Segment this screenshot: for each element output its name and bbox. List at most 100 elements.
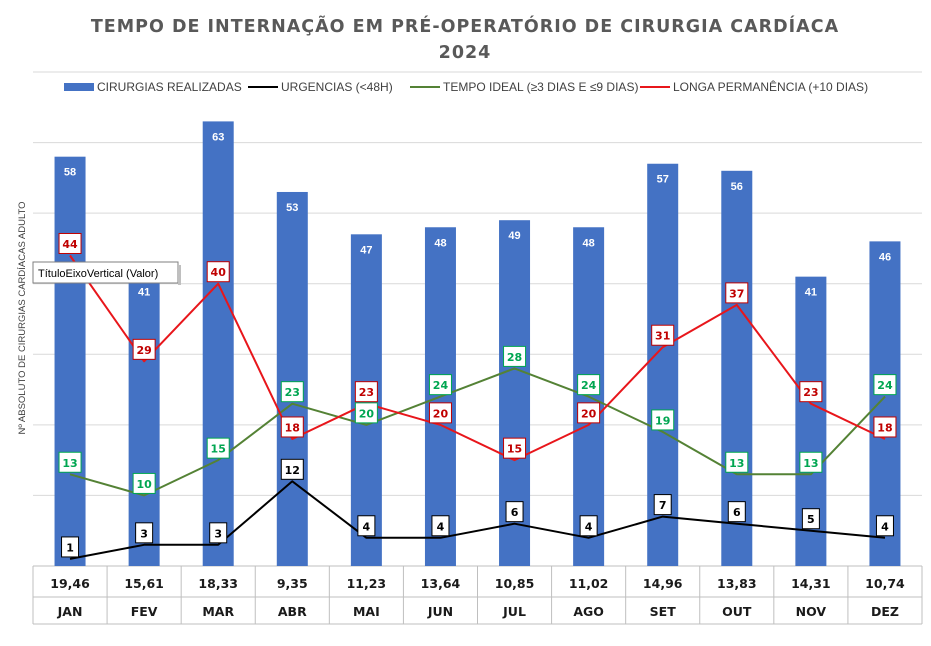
tooltip-text: TítuloEixoVertical (Valor) bbox=[38, 268, 158, 280]
legend-label: LONGA PERMANÊNCIA (+10 DIAS) bbox=[673, 79, 868, 94]
point-label-box bbox=[875, 515, 894, 537]
point-label-box bbox=[206, 261, 230, 283]
y-axis-title: Nº ABSOLUTO DE CIRURGIAS CARDÍACAS ADULT… bbox=[17, 201, 28, 434]
point-label-box bbox=[579, 515, 598, 537]
point-label-box bbox=[577, 374, 601, 396]
point-label: 29 bbox=[132, 338, 156, 360]
table-value-cell: 9,35 bbox=[277, 576, 308, 591]
point-label: 19 bbox=[651, 409, 675, 431]
point-label-box bbox=[132, 472, 156, 494]
point-label-value: 1 bbox=[66, 541, 74, 554]
point-label: 5 bbox=[801, 508, 820, 530]
legend: CIRURGIAS REALIZADAS URGENCIAS (<48H) TEMP… bbox=[64, 79, 868, 94]
point-label-box bbox=[206, 437, 230, 459]
point-label-box bbox=[801, 508, 820, 530]
point-label-value: 12 bbox=[285, 464, 300, 477]
legend-label: URGENCIAS (<48H) bbox=[281, 80, 393, 94]
point-label-value: 13 bbox=[729, 457, 744, 470]
point-label-value: 20 bbox=[433, 407, 449, 420]
point-label: 13 bbox=[725, 451, 749, 473]
category-table: 19,46 15,61 18,33 9,35 11,23 13,64 10,85 11,02 1… bbox=[32, 566, 923, 625]
table-value-cell: 13,83 bbox=[717, 576, 757, 591]
point-label: 4 bbox=[579, 515, 598, 537]
bar-value-label: 47 bbox=[360, 244, 372, 256]
point-label-box bbox=[799, 381, 823, 403]
point-label-value: 7 bbox=[659, 499, 667, 512]
legend-label: CIRURGIAS REALIZADAS bbox=[97, 80, 242, 94]
point-label-box bbox=[577, 402, 601, 424]
x-tick-label: FEV bbox=[131, 604, 158, 619]
point-label-value: 19 bbox=[655, 414, 670, 427]
point-label: 4 bbox=[875, 515, 894, 537]
point-label-box bbox=[357, 515, 376, 537]
point-label-value: 29 bbox=[136, 344, 151, 357]
point-label-value: 4 bbox=[363, 520, 371, 533]
x-tick-label: MAR bbox=[202, 604, 234, 619]
axis-title-tooltip: TítuloEixoVertical (Valor) bbox=[32, 261, 181, 285]
point-label-value: 15 bbox=[507, 443, 522, 456]
point-label-box bbox=[132, 338, 156, 360]
point-label-box bbox=[280, 381, 304, 403]
point-label-value: 4 bbox=[437, 520, 445, 533]
point-label-box bbox=[503, 437, 527, 459]
bar-value-label: 57 bbox=[657, 174, 669, 186]
point-label: 13 bbox=[58, 451, 82, 473]
x-tick-label: NOV bbox=[796, 604, 827, 619]
bar-value-label: 41 bbox=[805, 287, 817, 299]
bar-value-label: 48 bbox=[583, 237, 595, 249]
point-label-box bbox=[725, 282, 749, 304]
point-label-box bbox=[799, 451, 823, 473]
bar-series bbox=[54, 121, 901, 567]
point-label: 18 bbox=[280, 416, 304, 438]
point-label-value: 18 bbox=[877, 421, 892, 434]
bar-value-label: 41 bbox=[138, 287, 150, 299]
point-label-box bbox=[431, 515, 450, 537]
point-label: 28 bbox=[503, 345, 527, 367]
point-label: 18 bbox=[873, 416, 897, 438]
table-value-cell: 10,74 bbox=[865, 576, 905, 591]
point-label-value: 37 bbox=[729, 287, 744, 300]
chart-title: TEMPO DE INTERNAÇÃO EM PRÉ-OPERATÓRIO DE… bbox=[91, 14, 839, 37]
point-label: 15 bbox=[503, 437, 527, 459]
point-label-box bbox=[873, 374, 897, 396]
table-value-cell: 18,33 bbox=[198, 576, 238, 591]
point-label-box bbox=[653, 494, 672, 516]
point-label: 6 bbox=[727, 501, 746, 523]
point-label-value: 23 bbox=[285, 386, 300, 399]
point-label: 13 bbox=[799, 451, 823, 473]
bar-value-label: 53 bbox=[286, 202, 298, 214]
point-label-value: 4 bbox=[585, 520, 593, 533]
point-label-value: 23 bbox=[359, 386, 374, 399]
bar-value-label: 58 bbox=[64, 167, 76, 179]
bar bbox=[276, 191, 308, 566]
legend-bar-swatch bbox=[64, 83, 94, 91]
point-label: 20 bbox=[428, 402, 452, 424]
point-label-value: 20 bbox=[581, 407, 597, 420]
point-label: 37 bbox=[725, 282, 749, 304]
x-tick-label: MAI bbox=[353, 604, 380, 619]
point-label: 1 bbox=[61, 536, 80, 558]
x-tick-label: JUN bbox=[427, 604, 453, 619]
point-label-value: 24 bbox=[433, 379, 449, 392]
point-label-box bbox=[505, 501, 524, 523]
point-label-value: 44 bbox=[62, 238, 78, 251]
point-label-box bbox=[651, 409, 675, 431]
x-tick-label: JUL bbox=[502, 604, 526, 619]
table-value-cell: 19,46 bbox=[50, 576, 90, 591]
point-label-value: 28 bbox=[507, 351, 522, 364]
point-label-value: 3 bbox=[214, 527, 222, 540]
point-label-box bbox=[503, 345, 527, 367]
point-label: 20 bbox=[577, 402, 601, 424]
point-label: 10 bbox=[132, 472, 156, 494]
point-label: 44 bbox=[58, 232, 82, 254]
table-value-cell: 11,23 bbox=[347, 576, 387, 591]
x-tick-label: SET bbox=[650, 604, 677, 619]
point-label-box bbox=[135, 522, 154, 544]
x-tick-label: ABR bbox=[278, 604, 307, 619]
point-label: 24 bbox=[873, 374, 897, 396]
point-label: 12 bbox=[280, 458, 304, 480]
bar bbox=[54, 156, 86, 566]
point-label-box bbox=[354, 402, 378, 424]
legend-label: TEMPO IDEAL (≥3 DIAS E ≤9 DIAS) bbox=[443, 80, 638, 94]
